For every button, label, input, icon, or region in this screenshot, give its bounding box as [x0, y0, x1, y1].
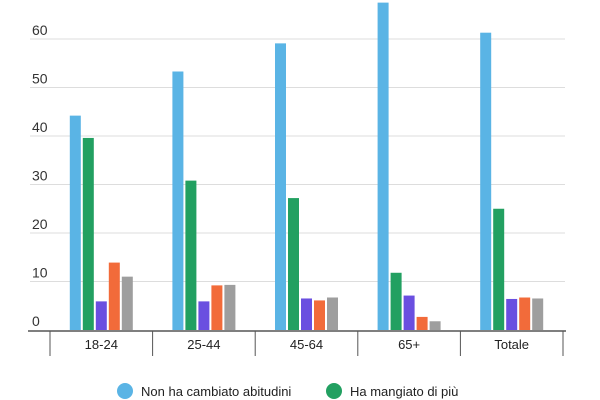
x-tick-label: 18-24: [85, 337, 118, 352]
y-tick-label: 30: [32, 168, 48, 184]
bar-1824-series-4: [108, 262, 120, 330]
legend-swatch: [326, 383, 342, 399]
bar-totale-series-3: [506, 298, 518, 330]
bar-4564-series-4: [314, 300, 325, 330]
bar-4564-series-3: [301, 298, 312, 330]
bar-1824-series-5: [121, 276, 133, 330]
y-tick-label: 10: [32, 265, 48, 281]
bar-2544-series-5: [224, 284, 236, 330]
bar-65-series-5: [429, 321, 441, 330]
bar-4564-series-1: [275, 43, 286, 331]
legend: Non ha cambiato abitudini Ha mangiato di …: [117, 383, 458, 399]
bar-2544-series-1: [172, 71, 184, 331]
legend-label: Ha mangiato di più: [350, 384, 458, 399]
bar-65-series-3: [403, 295, 415, 330]
y-tick-label: 50: [32, 71, 48, 87]
y-tick-label: 20: [32, 216, 48, 232]
y-axis-ticks: 0 10 20 30 40 50 60: [32, 22, 48, 329]
y-tick-label: 40: [32, 119, 48, 135]
legend-swatch: [117, 383, 133, 399]
bar-4564-series-2: [288, 198, 299, 330]
x-tick-label: 45-64: [290, 337, 323, 352]
bar-65-series-4: [416, 316, 428, 330]
x-tick-label: Totale: [494, 337, 529, 352]
bar-1824-series-2: [82, 137, 94, 330]
bar-totale-series-5: [532, 298, 544, 330]
y-tick-label: 0: [32, 313, 40, 329]
bar-65-series-2: [390, 272, 402, 330]
legend-label: Non ha cambiato abitudini: [141, 384, 291, 399]
bar-2544-series-2: [185, 180, 197, 330]
bar-1824-series-1: [69, 115, 81, 330]
bar-totale-series-2: [493, 208, 505, 330]
bar-totale-series-1: [480, 32, 492, 330]
bar-totale-series-4: [519, 297, 531, 330]
grid-lines: [30, 38, 565, 282]
bar-2544-series-3: [198, 301, 210, 330]
bars: [69, 2, 544, 331]
bar-65-series-1: [377, 2, 389, 330]
x-axis: 18-24 25-44 45-64 65+ Totale: [28, 330, 566, 356]
bar-2544-series-4: [211, 285, 223, 330]
x-tick-label: 65+: [398, 337, 420, 352]
bar-1824-series-3: [95, 301, 107, 330]
x-tick-label: 25-44: [187, 337, 220, 352]
bar-4564-series-5: [327, 297, 338, 330]
y-tick-label: 60: [32, 22, 48, 38]
